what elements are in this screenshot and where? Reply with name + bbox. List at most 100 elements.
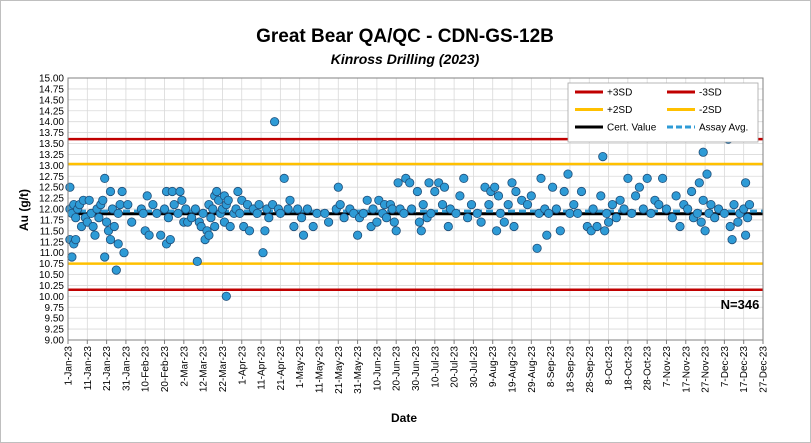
data-point xyxy=(592,221,602,232)
x-tick-label: 17-Dec-23 xyxy=(739,346,750,393)
data-point xyxy=(244,226,255,236)
legend-label: +3SD xyxy=(607,88,632,99)
data-point xyxy=(289,221,299,232)
data-point xyxy=(119,248,129,258)
data-point xyxy=(576,186,587,197)
data-point xyxy=(163,213,173,223)
data-point xyxy=(405,178,415,188)
data-point xyxy=(225,221,235,232)
x-tick-label: 31-May-23 xyxy=(353,346,364,394)
data-points xyxy=(65,117,755,301)
data-point xyxy=(190,204,200,214)
data-point xyxy=(544,208,554,218)
data-point xyxy=(744,200,755,210)
data-point xyxy=(113,239,123,249)
data-point xyxy=(439,182,450,192)
data-point xyxy=(258,248,268,258)
data-point xyxy=(424,178,434,188)
x-tick-label: 30-Jun-23 xyxy=(411,346,422,391)
data-point xyxy=(563,169,573,179)
data-point xyxy=(603,217,614,227)
x-tick-label: 10-Feb-23 xyxy=(141,346,152,393)
data-point xyxy=(555,226,565,236)
data-point xyxy=(547,182,558,192)
data-point xyxy=(167,186,177,197)
data-point xyxy=(627,208,637,218)
data-point xyxy=(601,208,612,218)
legend: +3SD -3SD +2SD -2SD Cert. Value Assay Avg. xyxy=(567,82,759,143)
y-axis-ticks: 9.009.259.509.7510.0010.2510.5010.7511.0… xyxy=(39,74,64,347)
x-tick-label: 10-Jun-23 xyxy=(372,346,383,391)
data-point xyxy=(509,221,519,232)
data-point xyxy=(102,217,112,227)
data-point xyxy=(391,226,401,236)
y-tick-label: 11.25 xyxy=(40,237,65,248)
x-tick-label: 20-Jul-23 xyxy=(450,346,461,388)
data-point xyxy=(254,200,264,210)
data-point xyxy=(462,213,473,223)
data-point xyxy=(260,226,270,236)
data-point xyxy=(654,200,664,210)
x-tick-label: 30-Jul-23 xyxy=(469,346,480,388)
x-tick-label: 12-Mar-23 xyxy=(199,346,210,393)
data-point xyxy=(208,204,218,214)
x-tick-label: 7-Nov-23 xyxy=(662,346,673,388)
data-point xyxy=(490,182,500,192)
data-point xyxy=(451,208,461,218)
data-point xyxy=(706,200,716,210)
data-point xyxy=(733,217,743,227)
x-tick-label: 11-Jan-23 xyxy=(83,346,94,391)
y-tick-label: 14.75 xyxy=(39,84,64,95)
data-point xyxy=(169,200,179,210)
data-point xyxy=(569,200,579,210)
x-tick-label: 1-Jan-23 xyxy=(64,346,75,386)
data-point xyxy=(235,208,245,218)
data-point xyxy=(443,221,453,232)
data-point xyxy=(542,230,552,240)
y-tick-label: 14.00 xyxy=(39,117,64,128)
data-point xyxy=(611,213,621,223)
data-point xyxy=(212,186,222,197)
x-tick-label: 29-Aug-23 xyxy=(527,346,538,393)
data-point xyxy=(165,235,175,245)
data-point xyxy=(725,221,735,232)
y-tick-label: 13.25 xyxy=(39,150,64,161)
data-point xyxy=(437,200,448,210)
data-point xyxy=(393,178,403,188)
data-point xyxy=(683,204,693,214)
data-point xyxy=(526,191,536,201)
data-point xyxy=(503,200,513,210)
x-tick-label: 18-Sep-23 xyxy=(565,346,576,393)
sample-count-annotation: N=346 xyxy=(721,297,760,312)
data-point xyxy=(98,195,108,205)
data-point xyxy=(596,191,606,201)
data-point xyxy=(710,213,720,223)
data-point xyxy=(698,147,708,157)
data-point xyxy=(177,195,187,205)
data-point xyxy=(559,186,569,197)
data-point xyxy=(368,204,378,214)
data-point xyxy=(607,200,618,210)
data-point xyxy=(88,221,98,232)
y-tick-label: 12.50 xyxy=(39,183,64,194)
data-point xyxy=(387,204,397,214)
data-point xyxy=(148,200,158,210)
data-point xyxy=(285,195,295,205)
legend-label: +2SD xyxy=(607,105,632,116)
data-point xyxy=(729,200,739,210)
data-point xyxy=(472,208,482,218)
data-point xyxy=(308,221,318,232)
data-point xyxy=(389,217,399,227)
data-point xyxy=(113,208,123,218)
y-tick-label: 10.00 xyxy=(39,292,64,303)
data-point xyxy=(339,213,349,223)
data-point xyxy=(698,195,708,205)
chart-subtitle: Kinross Drilling (2023) xyxy=(331,51,480,67)
data-point xyxy=(94,213,104,223)
data-point xyxy=(210,221,220,232)
x-tick-label: 2-Mar-23 xyxy=(179,346,190,387)
data-point xyxy=(293,204,303,214)
data-point xyxy=(430,186,440,197)
x-tick-label: 22-Mar-23 xyxy=(218,346,229,393)
data-point xyxy=(381,213,392,223)
